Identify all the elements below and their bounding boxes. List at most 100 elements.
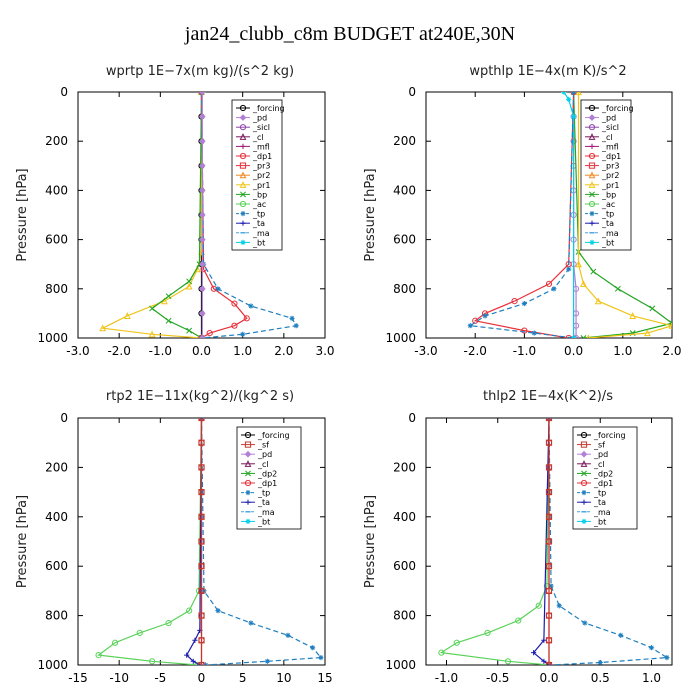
legend-marker [580, 431, 588, 439]
series-point_sf [545, 661, 553, 665]
series-point_bp [580, 335, 587, 338]
legend-entry: _forcing [601, 104, 634, 113]
legend-entry: _ta [252, 219, 265, 228]
series-line_dp1 [97, 418, 203, 665]
series-point_dp1 [504, 658, 512, 665]
legend-marker [588, 152, 596, 160]
series-point_dp1 [111, 639, 119, 646]
x-tick-label: 1.0 [233, 344, 252, 358]
y-axis-label: Pressure [hPa] [363, 495, 378, 588]
legend-marker [240, 220, 246, 226]
x-tick-label: 3.0 [315, 344, 334, 358]
legend-entry: _pr2 [252, 171, 270, 180]
legend-marker [239, 171, 247, 179]
series-point_ta [190, 658, 196, 664]
series-point_pr1 [594, 297, 602, 305]
y-tick-label: 600 [393, 559, 416, 573]
plot-frame [425, 91, 673, 339]
series-point_pr1 [575, 92, 582, 96]
legend: _forcing_sf_pd_cl_dp2_dp1_tp_ta_ma_bt [236, 426, 302, 530]
x-tick-label: 10 [276, 671, 291, 685]
legend-marker [240, 191, 246, 198]
x-tick-label: -2.0 [107, 344, 130, 358]
y-tick-label: 400 [45, 510, 68, 524]
legend-entry: _cl [257, 460, 269, 469]
series-point_pr1 [668, 321, 672, 329]
y-tick-label: 400 [393, 183, 416, 197]
series-point_pd [199, 137, 206, 145]
series-point_pd [199, 92, 206, 96]
legend-entry: _ta [601, 219, 614, 228]
series-point_tp [566, 266, 572, 272]
legend-marker [588, 162, 596, 169]
series-point_sf [198, 464, 205, 471]
series-point_pd [199, 187, 206, 194]
series-point_dp1 [243, 315, 250, 322]
legend-entry: _forcing [257, 431, 290, 440]
legend-entry: _pd [257, 450, 272, 459]
series-point_sf [545, 418, 553, 422]
panel-4: thlp2 1E−4x(K^2)/s Pressure [hPa] -1.0 -0.5… [363, 389, 673, 685]
panel-3: rtp2 1E−11x(kg^2)/(kg^2 s) Pressure [hPa]… [15, 389, 333, 685]
series-point_tp [482, 313, 488, 319]
series-line_pr1 [100, 92, 203, 338]
legend: _forcing_pd_sicl_cl_mfl_dp1_pr3_pr2_pr1_… [231, 99, 285, 251]
legend-entry: _ta [257, 498, 270, 507]
y-tick-label: 800 [45, 282, 68, 296]
legend-entry: _sf [593, 441, 605, 450]
legend-entry: _ma [601, 229, 619, 238]
legend-entry: _dp2 [593, 469, 613, 478]
series-point_sf [198, 489, 205, 496]
series-point_tp [582, 620, 588, 626]
series-point_sf [198, 439, 205, 446]
legend-entry: _ac [601, 200, 615, 209]
series-point_tp [215, 286, 221, 292]
x-tick-label: 0.0 [539, 671, 558, 685]
y-tick-label: 200 [393, 134, 416, 148]
x-tick-label: -3.0 [414, 344, 437, 358]
series-point_dp1 [95, 652, 102, 659]
series-point_tp [289, 315, 295, 321]
x-tick-label: 2.0 [274, 344, 293, 358]
series-point_sf [198, 563, 205, 570]
legend-entry: _dp1 [601, 152, 621, 161]
series-point_dp1 [521, 327, 528, 334]
x-tick-label: -2.0 [463, 344, 486, 358]
series-line_bp [573, 92, 672, 338]
series-point_pr1 [185, 282, 193, 290]
legend-entry: _cl [601, 133, 613, 142]
series-point_bp [614, 285, 621, 292]
y-tick-label: 0 [408, 411, 416, 425]
series-point_sf [545, 587, 553, 594]
series-point_tp [618, 632, 624, 638]
legend-marker [239, 152, 247, 160]
y-tick-label: 0 [60, 85, 68, 99]
series-point_bp [186, 278, 193, 285]
series-point_dp1 [206, 329, 213, 337]
legend-marker [580, 441, 588, 448]
series-point_ta [184, 652, 190, 658]
x-tick-label: -5 [154, 671, 166, 685]
y-tick-label: 1000 [385, 331, 416, 345]
y-tick-label: 600 [393, 233, 416, 247]
series-point_pr1 [161, 297, 168, 305]
legend-entry: _pr3 [601, 162, 619, 171]
legend-marker [239, 114, 247, 121]
series-point_ta [541, 637, 547, 643]
legend-entry: _sicl [601, 123, 619, 132]
series-point_sf [198, 637, 205, 644]
x-tick-label: -0.5 [486, 671, 509, 685]
panel-1: wprtp 1E−7x(m kg)/(s^2 kg) Pressure [hPa]… [15, 64, 335, 358]
y-tick-label: 400 [45, 183, 68, 197]
legend-entry: _pd [593, 450, 608, 459]
series-point_ta [531, 650, 537, 656]
legend-entry: _tp [252, 210, 265, 219]
legend-entry: _tp [593, 489, 606, 498]
series-point_dp1 [136, 629, 143, 636]
series-point_pd [199, 211, 206, 219]
series-point_sf [198, 513, 205, 520]
series-point_pr1 [123, 312, 131, 319]
series-point_bt [566, 96, 572, 102]
series-point_tp [548, 583, 554, 589]
legend-entry: _mfl [252, 142, 270, 151]
